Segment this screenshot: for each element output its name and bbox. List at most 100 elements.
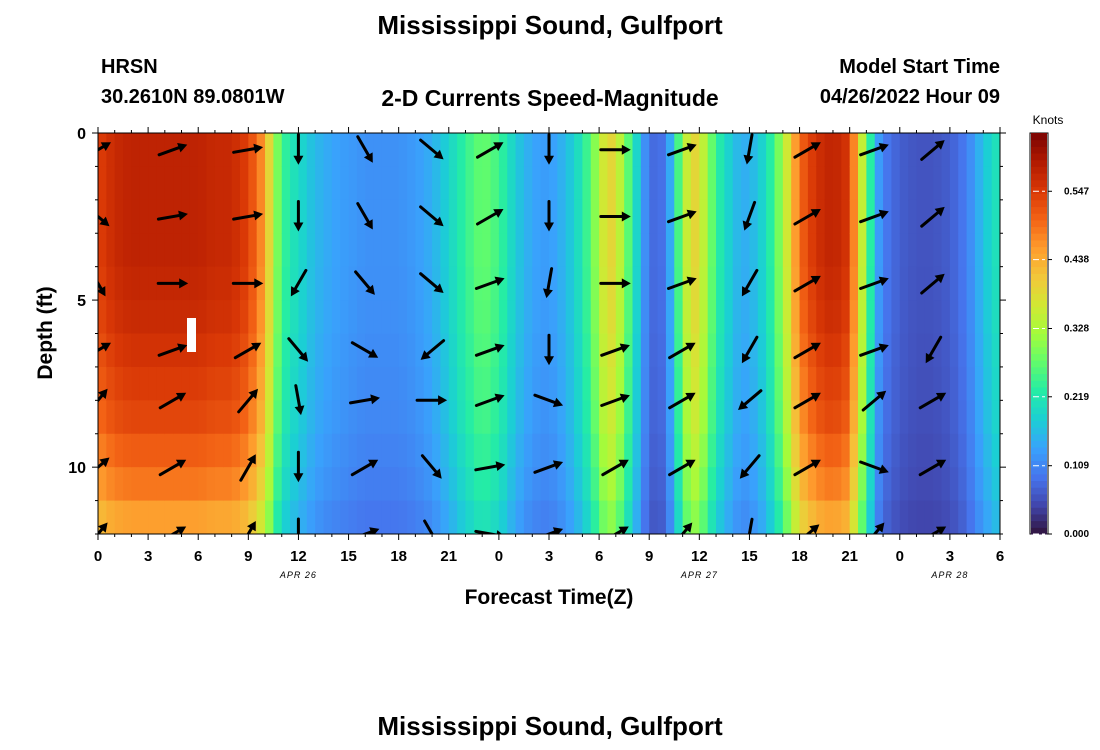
heatmap-cell bbox=[732, 433, 742, 468]
heatmap-cell bbox=[540, 366, 550, 401]
heatmap-cell bbox=[549, 199, 558, 234]
heatmap-cell bbox=[457, 199, 467, 234]
heatmap-cell bbox=[148, 433, 158, 468]
heatmap-cell bbox=[574, 400, 584, 435]
heatmap-cell bbox=[256, 333, 266, 368]
y-axis-label: Depth (ft) bbox=[34, 286, 57, 379]
heatmap-cell bbox=[574, 199, 584, 234]
heatmap-cell bbox=[849, 166, 859, 201]
heatmap-cell bbox=[256, 400, 266, 435]
heatmap-cell bbox=[173, 133, 183, 168]
heatmap-cell bbox=[148, 266, 158, 301]
heatmap-cell bbox=[891, 266, 901, 301]
heatmap-cell bbox=[582, 400, 592, 435]
heatmap-cell bbox=[515, 166, 525, 201]
heatmap-cell bbox=[265, 133, 274, 168]
heatmap-cell bbox=[356, 400, 366, 435]
heatmap-cell bbox=[390, 300, 400, 335]
heatmap-cell bbox=[440, 266, 450, 301]
heatmap-cell bbox=[941, 300, 951, 335]
heatmap-cell bbox=[139, 233, 149, 268]
heatmap-cell bbox=[515, 199, 525, 234]
heatmap-cell bbox=[248, 366, 258, 401]
current-vector bbox=[793, 342, 821, 360]
current-vector bbox=[419, 138, 444, 160]
heatmap-cell bbox=[507, 333, 517, 368]
heatmap-cell bbox=[916, 400, 926, 435]
heatmap-cell bbox=[707, 433, 717, 468]
heatmap-cell bbox=[941, 133, 951, 168]
heatmap-cell bbox=[757, 333, 767, 368]
heatmap-cell bbox=[799, 233, 809, 268]
heatmap-cell bbox=[306, 266, 316, 301]
heatmap-cell bbox=[323, 266, 333, 301]
heatmap-cell bbox=[356, 300, 366, 335]
colorbar-cell bbox=[1031, 453, 1047, 461]
heatmap-cell bbox=[615, 333, 625, 368]
colorbar-cell bbox=[1031, 346, 1047, 355]
heatmap-cell bbox=[423, 166, 433, 201]
heatmap-cell bbox=[114, 500, 124, 534]
heatmap-cell bbox=[365, 233, 375, 268]
heatmap-cell bbox=[432, 400, 442, 435]
heatmap-cell bbox=[991, 199, 1000, 234]
heatmap-cell bbox=[649, 233, 659, 268]
heatmap-cell bbox=[599, 400, 609, 435]
heatmap-cell bbox=[665, 199, 675, 234]
heatmap-cell bbox=[908, 366, 918, 401]
heatmap-cell bbox=[924, 233, 934, 268]
heatmap-cell bbox=[624, 233, 634, 268]
heatmap-cell bbox=[239, 467, 249, 502]
heatmap-cell bbox=[123, 199, 133, 234]
heatmap-cell bbox=[824, 433, 834, 468]
current-vector bbox=[920, 273, 945, 295]
heatmap-cell bbox=[916, 467, 926, 502]
heatmap-cell bbox=[256, 467, 266, 502]
heatmap-cell bbox=[365, 366, 375, 401]
heatmap-cell bbox=[206, 133, 216, 168]
heatmap-cell bbox=[273, 333, 283, 368]
heatmap-cell bbox=[799, 300, 809, 335]
heatmap-cell bbox=[924, 500, 934, 534]
colorbar-cell bbox=[1031, 306, 1047, 314]
heatmap-cell bbox=[148, 166, 158, 201]
heatmap-cell bbox=[908, 233, 918, 268]
current-vector bbox=[599, 278, 631, 289]
heatmap-cell bbox=[590, 133, 600, 168]
heatmap-cell bbox=[356, 366, 366, 401]
heatmap-cell bbox=[114, 300, 124, 335]
heatmap-cell bbox=[181, 133, 191, 168]
heatmap-cell bbox=[933, 467, 943, 502]
colorbar-cell bbox=[1031, 266, 1047, 274]
heatmap-cell bbox=[465, 433, 475, 468]
heatmap-cell bbox=[315, 133, 325, 168]
heatmap-cell bbox=[273, 500, 283, 534]
heatmap-cell bbox=[858, 300, 867, 335]
heatmap-cell bbox=[231, 433, 241, 468]
heatmap-cell bbox=[640, 400, 650, 435]
heatmap-cell bbox=[532, 400, 542, 435]
heatmap-cell bbox=[515, 433, 525, 468]
heatmap-cell bbox=[373, 166, 383, 201]
heatmap-cell bbox=[373, 199, 383, 234]
heatmap-cell bbox=[549, 500, 558, 534]
heatmap-cell bbox=[849, 366, 859, 401]
current-vector bbox=[415, 395, 448, 406]
heatmap-cell bbox=[716, 233, 725, 268]
heatmap-cell bbox=[941, 500, 951, 534]
heatmap-cell bbox=[874, 366, 884, 401]
heatmap-cell bbox=[423, 233, 433, 268]
current-vector bbox=[419, 272, 444, 293]
heatmap-cell bbox=[415, 199, 425, 234]
heatmap-cell bbox=[381, 166, 391, 201]
heatmap-cell bbox=[690, 133, 700, 168]
heatmap-cell bbox=[181, 433, 191, 468]
heatmap-cell bbox=[615, 300, 625, 335]
heatmap-cell bbox=[315, 266, 325, 301]
heatmap-cell bbox=[807, 199, 817, 234]
heatmap-cell bbox=[440, 500, 450, 534]
heatmap-cell bbox=[281, 199, 291, 234]
heatmap-cell bbox=[883, 266, 893, 301]
heatmap-cell bbox=[624, 433, 634, 468]
heatmap-cell bbox=[398, 300, 408, 335]
